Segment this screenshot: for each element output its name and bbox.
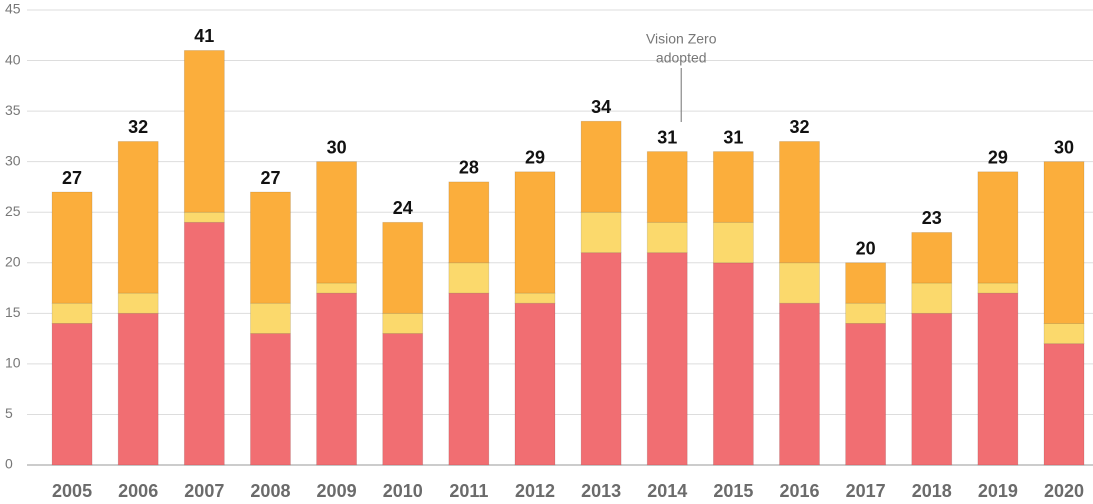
- bar-segment: [250, 191, 291, 304]
- bar-segment: [448, 292, 490, 466]
- bar-segment: [448, 181, 490, 264]
- total-label: 29: [525, 148, 545, 168]
- bar-segment: [911, 312, 953, 466]
- bar-segment: [977, 171, 1019, 284]
- x-tick-label: 2013: [581, 481, 621, 501]
- total-label: 27: [62, 168, 82, 188]
- y-tick-label: 15: [5, 304, 21, 320]
- x-tick-label: 2015: [713, 481, 753, 501]
- bar-segment: [117, 312, 159, 466]
- bar-segment: [1043, 343, 1085, 466]
- bar-segment: [580, 211, 622, 254]
- y-tick-label: 40: [5, 51, 21, 67]
- total-label: 23: [922, 208, 942, 228]
- total-label: 32: [789, 117, 809, 137]
- y-tick-label: 5: [5, 405, 13, 421]
- total-label: 31: [657, 127, 677, 147]
- x-tick-label: 2005: [52, 481, 92, 501]
- bar-segment: [646, 221, 688, 254]
- bar-segment: [712, 262, 754, 466]
- bar-segment: [316, 292, 357, 466]
- total-label: 30: [1054, 137, 1074, 157]
- bar-segment: [183, 221, 225, 466]
- total-label: 30: [327, 137, 347, 157]
- x-tick-label: 2014: [647, 481, 687, 501]
- bar-segment: [316, 161, 357, 284]
- total-label: 41: [194, 26, 214, 46]
- x-tick-label: 2008: [250, 481, 290, 501]
- y-tick-label: 10: [5, 355, 21, 371]
- bar-segment: [779, 262, 820, 304]
- bar-segment: [316, 282, 357, 294]
- bar-segment: [646, 151, 688, 223]
- bar-segment: [514, 171, 556, 294]
- total-label: 32: [128, 117, 148, 137]
- y-tick-label: 25: [5, 203, 21, 219]
- total-label: 24: [393, 198, 413, 218]
- x-tick-label: 2009: [317, 481, 357, 501]
- bar-segment: [845, 302, 887, 324]
- bar-segment: [250, 302, 291, 334]
- total-label: 20: [856, 239, 876, 259]
- bar-segment: [1043, 323, 1085, 345]
- x-tick-label: 2012: [515, 481, 555, 501]
- bar-segment: [250, 333, 291, 466]
- bar-segment: [977, 282, 1019, 294]
- x-tick-label: 2007: [184, 481, 224, 501]
- x-tick-label: 2019: [978, 481, 1018, 501]
- bar-segment: [183, 211, 225, 223]
- y-tick-label: 45: [5, 1, 21, 17]
- bar-segment: [1043, 161, 1085, 324]
- bar-segment: [845, 262, 887, 304]
- bar-segment: [117, 141, 159, 294]
- y-tick-label: 30: [5, 152, 21, 168]
- bar-segment: [911, 282, 953, 314]
- bar-segment: [977, 292, 1019, 466]
- bar-segment: [779, 302, 820, 466]
- bar-segment: [779, 141, 820, 264]
- y-tick-label: 35: [5, 102, 21, 118]
- bar-segment: [646, 252, 688, 466]
- annotation-text: Vision Zero: [646, 31, 717, 47]
- total-label: 31: [723, 127, 743, 147]
- x-tick-label: 2017: [846, 481, 886, 501]
- bar-segment: [183, 50, 225, 213]
- bar-segment: [712, 151, 754, 223]
- bar-segment: [712, 221, 754, 264]
- total-label: 29: [988, 148, 1008, 168]
- x-tick-label: 2020: [1044, 481, 1084, 501]
- x-tick-label: 2010: [383, 481, 423, 501]
- total-label: 34: [591, 97, 611, 117]
- bar-segment: [514, 302, 556, 466]
- x-tick-label: 2011: [449, 481, 488, 501]
- bar-segment: [845, 323, 887, 466]
- bar-segment: [580, 252, 622, 466]
- bar-segment: [911, 232, 953, 284]
- bar-segment: [382, 312, 424, 334]
- bar-segment: [580, 120, 622, 213]
- total-label: 27: [260, 168, 280, 188]
- total-label: 28: [459, 158, 479, 178]
- x-tick-label: 2006: [118, 481, 158, 501]
- bar-segment: [448, 262, 490, 294]
- annotation-text: adopted: [656, 50, 707, 66]
- bar-segment: [382, 333, 424, 466]
- bar-segment: [51, 302, 93, 324]
- x-tick-label: 2016: [779, 481, 819, 501]
- bar-segment: [51, 323, 93, 466]
- y-tick-label: 0: [5, 456, 13, 472]
- bar-segment: [51, 191, 93, 304]
- bar-segment: [514, 292, 556, 304]
- x-tick-label: 2018: [912, 481, 952, 501]
- y-tick-label: 20: [5, 253, 21, 269]
- bar-segment: [117, 292, 159, 314]
- bar-segment: [382, 221, 424, 314]
